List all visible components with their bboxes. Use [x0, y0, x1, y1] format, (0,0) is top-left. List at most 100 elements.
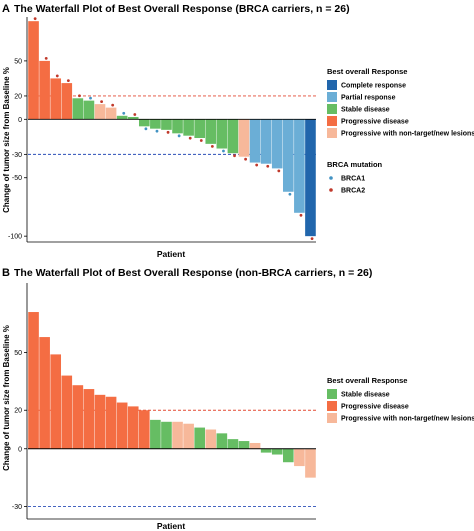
b-bar: [249, 442, 261, 449]
a-mutation-dot: [44, 56, 48, 60]
a-mutation-dot: [177, 134, 181, 138]
a-ytick-label: -50: [12, 175, 22, 182]
a-legend-swatch: [327, 80, 337, 90]
a-bar: [138, 119, 150, 127]
b-bar: [94, 394, 106, 449]
b-bar: [83, 389, 95, 449]
a-mutation-dot: [255, 163, 259, 167]
panel-b-legend: Best overall Response Stable disease Prog…: [327, 376, 474, 423]
a-mutation-dot: [122, 111, 126, 115]
panel-b-bars: [28, 312, 316, 478]
a-ytick-label: 0: [18, 117, 22, 124]
panel-b-title: The Waterfall Plot of Best Overall Respo…: [14, 267, 372, 279]
a-legend-label: Partial response: [341, 95, 396, 102]
a-bar: [72, 98, 84, 120]
a-ytick-label: 20: [14, 93, 22, 100]
a-mutation-dot: [166, 130, 170, 134]
panel-a-title: The Waterfall Plot of Best Overall Respo…: [14, 3, 350, 15]
a-mutation-dot: [199, 139, 203, 142]
b-bar: [305, 448, 316, 478]
a-mutation-dot: [244, 157, 247, 161]
a-bar: [194, 119, 206, 139]
b-ytick-label: 20: [14, 408, 22, 415]
a-bar: [271, 119, 283, 169]
a-legend-label: Stable disease: [341, 107, 390, 114]
b-bar: [161, 421, 172, 449]
b-legend-swatch: [327, 389, 337, 399]
b-ytick-label: 50: [14, 350, 22, 357]
panel-a-bars: [28, 17, 316, 241]
b-bar: [138, 410, 150, 449]
a-mutation-dot: [55, 74, 59, 78]
a-bar: [127, 116, 139, 120]
a-mutation-dot: [210, 144, 214, 148]
panel-a-letter: A: [2, 3, 10, 15]
a-bar: [28, 21, 39, 120]
a-bar: [116, 115, 128, 120]
a-bar: [94, 104, 106, 120]
a-mutation-dot: [288, 192, 292, 196]
a-legend-label: Progressive with non-target/new lesions: [341, 131, 474, 138]
b-legend-swatch: [327, 413, 337, 423]
a-legend-swatch: [327, 128, 337, 138]
a-mutation-legend-dot: [329, 188, 333, 192]
a-mutation-dot: [66, 79, 70, 82]
a-bar: [227, 119, 239, 154]
b-bar: [28, 312, 39, 449]
panel-a-y-axis-label: Change of tumor size from Baseline %: [2, 67, 11, 213]
panel-a-legend-title: Best overall Response: [327, 67, 407, 76]
b-bar: [61, 375, 73, 449]
b-ytick-label: 0: [18, 446, 22, 453]
b-bar: [50, 354, 62, 449]
a-legend-swatch: [327, 116, 337, 126]
b-bar: [39, 337, 50, 449]
b-bar: [116, 402, 128, 449]
panel-b-y-axis: 50 20 0 -30: [12, 283, 316, 520]
a-bar: [61, 83, 73, 120]
b-bar: [294, 448, 305, 467]
a-bar: [205, 119, 217, 144]
b-bar: [260, 448, 272, 453]
a-legend-swatch: [327, 104, 337, 114]
b-legend-swatch: [327, 401, 337, 411]
a-mutation-legend-dot: [329, 176, 333, 180]
a-bar: [105, 107, 117, 120]
panel-a-y-axis: 50 20 0 -30 -50 -100: [8, 17, 316, 243]
a-bar: [238, 119, 250, 157]
a-bar: [216, 119, 228, 149]
b-legend-label: Progressive disease: [341, 404, 409, 411]
a-mutation-legend-label: BRCA2: [341, 188, 365, 195]
b-legend-label: Stable disease: [341, 392, 390, 399]
a-bar: [249, 119, 261, 163]
b-bar: [127, 406, 139, 449]
a-mutation-dot: [188, 136, 192, 140]
a-mutation-dot: [222, 149, 225, 153]
a-mutation-dot: [78, 94, 81, 98]
panel-b-letter: B: [2, 267, 10, 279]
a-bar: [39, 60, 50, 120]
panel-a-x-axis-label: Patient: [157, 249, 186, 259]
b-bar: [172, 421, 183, 449]
a-bar: [172, 119, 183, 134]
a-bar: [83, 100, 95, 120]
b-bar: [150, 419, 161, 449]
a-bar: [183, 119, 194, 136]
a-mutation-dot: [133, 113, 137, 116]
b-ytick-label: -30: [12, 504, 22, 511]
a-ytick-label: 50: [14, 58, 22, 65]
a-bar: [260, 119, 272, 164]
b-bar: [271, 448, 283, 455]
panel-b-legend-title: Best overall Response: [327, 376, 407, 385]
a-mutation-dot: [266, 164, 270, 168]
panel-a: A The Waterfall Plot of Best Overall Res…: [2, 3, 474, 259]
a-mutation-dot: [299, 213, 303, 217]
panel-b-y-axis-label: Change of tumor size from Baseline %: [2, 325, 11, 471]
a-legend-label: Progressive disease: [341, 119, 409, 126]
b-bar: [227, 439, 239, 449]
a-mutation-dot: [33, 17, 37, 21]
a-mutation-legend-label: BRCA1: [341, 176, 365, 183]
a-legend-swatch: [327, 92, 337, 102]
a-mutation-dot: [155, 129, 159, 133]
a-mutation-dot: [277, 169, 281, 173]
panel-a-legend: Best overall Response Complete response P…: [327, 67, 474, 195]
